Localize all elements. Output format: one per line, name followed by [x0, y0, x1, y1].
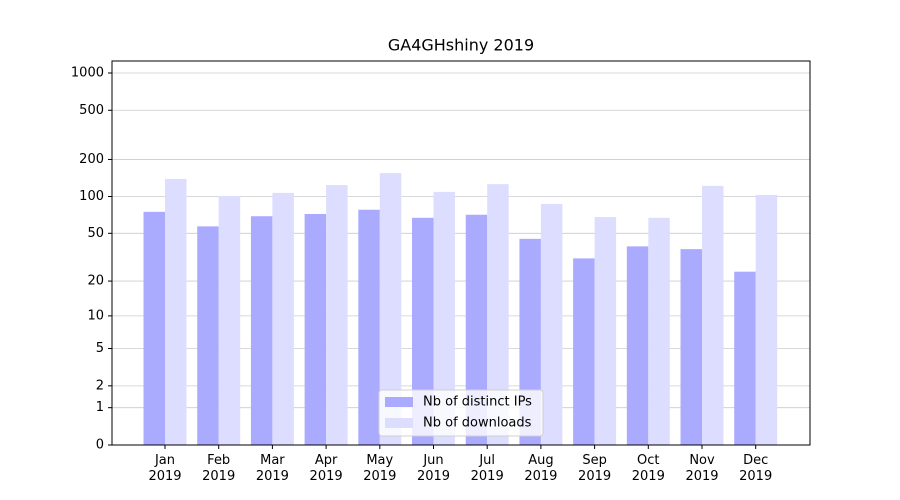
bar	[540, 203, 563, 445]
legend-label: Nb of downloads	[423, 416, 532, 431]
y-tick-label: 10	[87, 308, 104, 323]
bar	[358, 209, 380, 445]
y-tick-label: 200	[79, 152, 104, 167]
y-tick-label: 500	[79, 103, 104, 118]
x-tick-label: Apr 2019	[309, 453, 343, 484]
bar	[326, 185, 348, 445]
bar	[680, 249, 703, 445]
bar	[272, 192, 294, 445]
legend-swatch	[385, 418, 413, 428]
x-tick-label: Mar 2019	[255, 453, 289, 484]
legend-box	[378, 389, 544, 437]
x-tick-label: Nov 2019	[685, 453, 719, 484]
x-tick-label: May 2019	[363, 453, 397, 484]
y-tick-label: 50	[87, 226, 104, 241]
y-tick-label: 1000	[71, 66, 104, 81]
y-tick-label: 5	[96, 341, 104, 356]
bar	[626, 246, 649, 445]
bar	[573, 258, 595, 445]
x-tick-label: Aug 2019	[524, 453, 558, 484]
legend-label: Nb of distinct IPs	[423, 395, 532, 410]
y-tick-label: 20	[87, 274, 104, 289]
y-tick-label: 0	[96, 438, 104, 453]
legend: Nb of distinct IPs Nb of downloads	[378, 389, 544, 437]
x-tick-label: Feb 2019	[202, 453, 236, 484]
x-tick-label: Oct 2019	[631, 453, 665, 484]
bar	[594, 217, 617, 445]
y-tick-label: 2	[96, 378, 104, 393]
plot-frame	[111, 60, 811, 446]
bar	[755, 194, 778, 445]
x-tick-label: Jun 2019	[416, 453, 451, 484]
x-tick-label: Dec 2019	[739, 453, 773, 484]
bar	[734, 271, 756, 445]
bar	[197, 226, 219, 445]
y-tick-label: 1	[96, 400, 104, 415]
legend-swatch	[385, 397, 413, 407]
bar	[702, 185, 724, 445]
x-tick-label: Jan 2019	[148, 453, 182, 484]
bar	[379, 173, 402, 445]
bar	[165, 178, 187, 445]
bar	[143, 211, 166, 445]
chart-title: GA4GHshiny 2019	[388, 36, 534, 55]
bar	[218, 195, 241, 445]
bar	[433, 191, 455, 445]
bar	[465, 214, 488, 445]
bar	[648, 217, 670, 445]
bar	[304, 213, 327, 445]
bar	[412, 217, 434, 445]
bar	[250, 216, 273, 445]
x-tick-label: Jul 2019	[470, 453, 504, 484]
y-tick-label: 100	[79, 189, 104, 204]
bar	[487, 184, 509, 445]
x-tick-label: Sep 2019	[578, 453, 612, 484]
